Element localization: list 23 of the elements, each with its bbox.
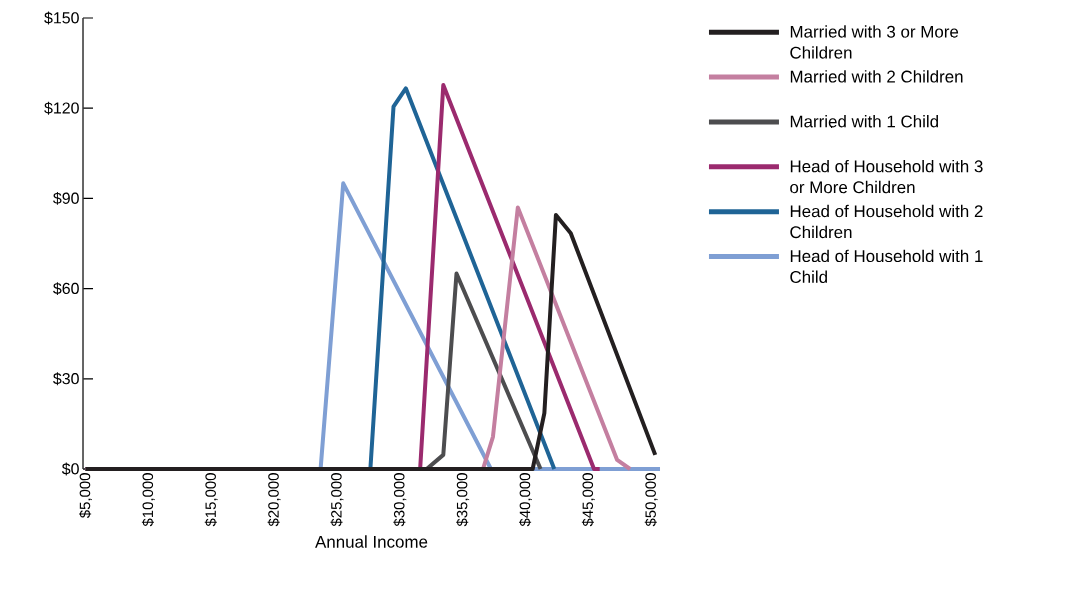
legend-label: Head of Household with 3 or More Children — [790, 159, 983, 194]
legend-label: Married with 1 Child — [790, 115, 938, 128]
x-tick-label: $5,000 — [79, 473, 92, 519]
x-tick-label: $20,000 — [267, 473, 281, 527]
x-tick-label: $45,000 — [581, 473, 595, 527]
legend-label: Head of Household with 1 Child — [790, 249, 983, 284]
x-tick-label: $50,000 — [644, 473, 658, 527]
legend-label: Married with 2 Children — [790, 70, 963, 83]
x-tick-label: $25,000 — [330, 473, 344, 527]
y-tick-label: $90 — [53, 191, 79, 205]
y-tick-label: $120 — [44, 101, 79, 115]
x-axis-title: Annual Income — [315, 535, 428, 548]
y-tick-label: $150 — [44, 11, 79, 25]
legend-label: Head of Household with 2 Children — [790, 204, 983, 239]
y-tick-label: $0 — [61, 462, 79, 476]
x-tick-label: $15,000 — [204, 473, 218, 527]
y-tick-label: $60 — [53, 282, 79, 296]
y-tick-label: $30 — [53, 372, 79, 386]
legend-label: Married with 3 or More Children — [790, 25, 959, 59]
x-tick-label: $40,000 — [519, 473, 532, 527]
x-tick-label: $35,000 — [456, 473, 470, 527]
x-tick-label: $30,000 — [393, 473, 407, 527]
x-tick-label: $10,000 — [141, 473, 155, 527]
